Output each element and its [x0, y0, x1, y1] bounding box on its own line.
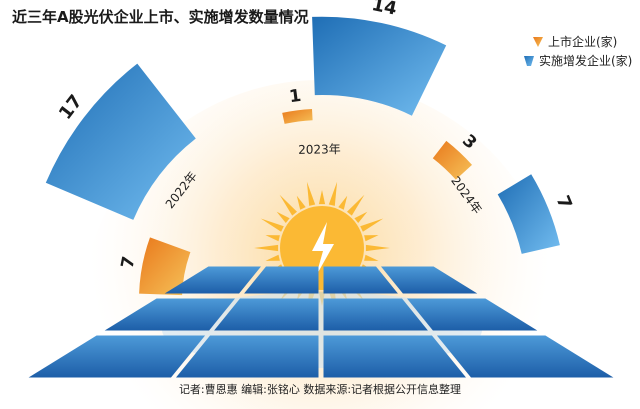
bar-ipo-2022: [139, 237, 191, 296]
solar-cell: [28, 335, 206, 378]
sun-ray: [296, 195, 306, 210]
sun-ray: [306, 181, 316, 206]
solar-cell: [164, 266, 261, 294]
sun-ray: [364, 235, 379, 242]
bar-ipo-2023: [282, 109, 313, 124]
solar-cell: [214, 298, 319, 331]
sun-ray: [338, 195, 348, 210]
sun-ray: [347, 194, 365, 216]
sun-ray: [318, 190, 326, 205]
solar-cell: [244, 266, 319, 294]
sun-ray: [279, 194, 297, 216]
solar-panel-grid: [28, 266, 614, 378]
value-label-issue-2023: 14: [370, 0, 399, 20]
solar-cell: [407, 298, 538, 331]
year-label-2023: 2023年: [298, 142, 341, 157]
legend-label-ipo: 上市企业(家): [548, 34, 617, 49]
solar-cell: [323, 266, 398, 294]
credit-line: 记者:曹恩惠 编辑:张铭心 数据来源:记者根据公开信息整理: [179, 382, 461, 396]
sun-ray: [365, 244, 390, 252]
solar-panel-icon: [28, 266, 614, 378]
solar-cell: [323, 298, 428, 331]
chart-title: 近三年A股光伏企业上市、实施增发数量情况: [12, 8, 309, 26]
legend: 上市企业(家) 实施增发企业(家): [524, 34, 632, 68]
lightning-icon: [312, 222, 334, 276]
bar-issue-2024: [497, 174, 560, 254]
sun-ray: [265, 254, 280, 261]
value-label-ipo-2022: 7: [118, 255, 140, 270]
solar-cell: [104, 298, 235, 331]
bar-issue-2022: [45, 63, 196, 220]
legend-swatch-issue: [524, 56, 534, 66]
solar-cell: [436, 335, 614, 378]
legend-label-issue: 实施增发企业(家): [539, 53, 632, 68]
solar-cell: [323, 335, 466, 378]
sun-ray: [254, 244, 279, 252]
solar-cell: [381, 266, 478, 294]
sun-ray: [328, 181, 338, 206]
sun-ray: [276, 211, 290, 223]
sun-ray: [354, 211, 368, 223]
sun-ray: [260, 218, 284, 232]
sun-ray: [360, 218, 384, 232]
bar-issue-2023: [312, 16, 447, 116]
sun-ray: [364, 254, 379, 261]
solar-cell: [176, 335, 319, 378]
bar-ipo-2024: [432, 140, 472, 180]
legend-swatch-ipo: [533, 37, 543, 47]
sun-ray: [265, 235, 280, 242]
value-label-ipo-2023: 1: [288, 86, 302, 107]
